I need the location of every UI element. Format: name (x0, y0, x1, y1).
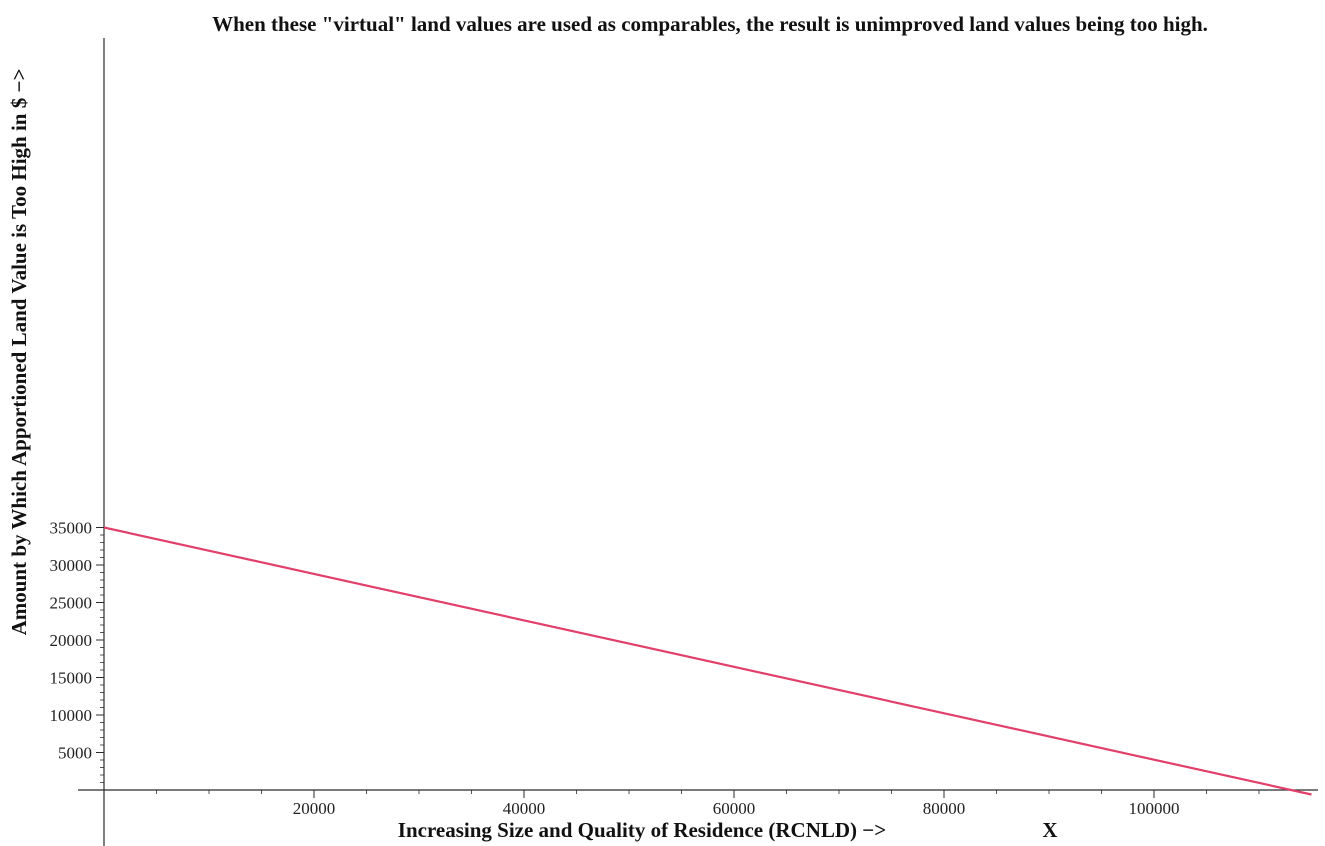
y-tick-label: 30000 (50, 556, 93, 575)
series-layer (103, 526, 1312, 796)
y-ticks: 5000 10000 15000 20000 25000 30000 35000 (50, 519, 104, 783)
x-tick-label: 100000 (1129, 799, 1180, 818)
x-axis-marker-label: X (1042, 818, 1057, 842)
x-tick-label: 40000 (503, 799, 546, 818)
y-tick-label: 15000 (50, 669, 93, 688)
y-tick-label: 20000 (50, 631, 93, 650)
series-line-0 (103, 526, 1312, 796)
x-tick-label: 20000 (293, 799, 336, 818)
y-tick-label: 25000 (50, 594, 93, 613)
chart-title: When these "virtual" land values are use… (212, 12, 1208, 36)
y-tick-label: 10000 (50, 706, 93, 725)
x-tick-label: 60000 (713, 799, 756, 818)
y-tick-label: 5000 (58, 744, 92, 763)
x-ticks: 20000 40000 60000 80000 100000 (156, 790, 1260, 818)
x-tick-label: 80000 (923, 799, 966, 818)
y-axis-label: Amount by Which Apportioned Land Value i… (7, 69, 31, 636)
y-tick-label: 35000 (50, 519, 93, 538)
x-axis-label: Increasing Size and Quality of Residence… (398, 818, 886, 842)
axes (78, 38, 1318, 846)
